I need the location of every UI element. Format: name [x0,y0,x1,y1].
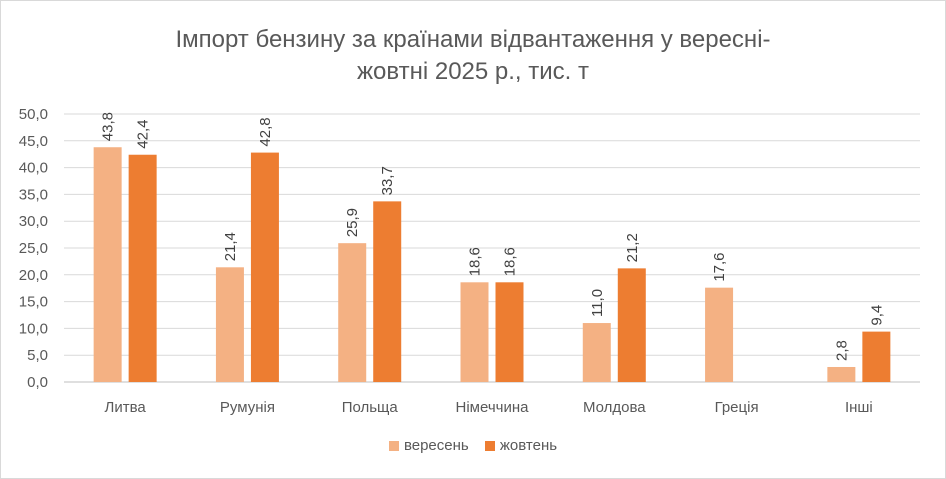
bar-september [705,287,734,382]
bar-september [93,147,122,382]
x-tick-label: Греція [715,399,759,416]
data-label: 11,0 [589,289,606,317]
x-tick-label: Інші [845,399,873,416]
legend-swatch-october [484,440,495,451]
bar-september [827,366,856,382]
bar-october [128,154,157,382]
y-tick-label: 25,0 [19,240,48,257]
y-tick-label: 45,0 [19,133,48,150]
x-tick-label: Литва [105,399,147,416]
data-label: 21,2 [624,233,641,262]
data-label: 18,6 [502,247,519,276]
chart-title-line-1: Імпорт бензину за країнами відвантаження… [175,26,771,53]
y-tick-label: 20,0 [19,267,48,284]
bar-october [373,201,402,382]
y-tick-label: 0,0 [27,374,48,391]
chart-title-line-2: жовтні 2025 р., тис. т [356,58,589,85]
x-tick-label: Німеччина [456,399,530,416]
data-label: 25,9 [344,208,361,237]
y-tick-label: 35,0 [19,186,48,203]
legend-label-october: жовтень [499,437,558,454]
x-tick-label: Румунія [220,399,275,416]
y-tick-label: 15,0 [19,294,48,311]
x-tick-label: Польща [342,399,399,416]
legend-swatch-september [388,440,399,451]
legend-item-september: вересень [388,437,469,454]
data-label: 17,6 [711,252,728,281]
data-label: 21,4 [222,232,239,261]
data-label: 18,6 [467,247,484,276]
data-label: 2,8 [833,340,850,361]
data-label: 9,4 [868,305,885,326]
y-tick-label: 40,0 [19,160,48,177]
bar-october [617,268,646,382]
legend-label-september: вересень [403,437,469,454]
legend-item-october: жовтень [484,437,558,454]
chart-legend: вересень жовтень [0,437,946,455]
data-label: 43,8 [100,112,117,141]
bar-september [338,243,367,382]
x-tick-label: Молдова [583,399,646,416]
data-label: 42,4 [135,120,152,149]
bar-october [862,331,891,382]
y-tick-label: 50,0 [19,106,48,123]
y-tick-label: 30,0 [19,213,48,230]
bar-september [460,282,489,382]
bar-september [215,267,244,382]
bar-september [582,323,611,382]
data-label: 33,7 [379,166,396,195]
y-tick-label: 5,0 [27,347,48,364]
y-tick-label: 10,0 [19,320,48,337]
bar-october [250,152,279,382]
data-label: 42,8 [257,117,274,146]
bar-october [495,282,524,382]
